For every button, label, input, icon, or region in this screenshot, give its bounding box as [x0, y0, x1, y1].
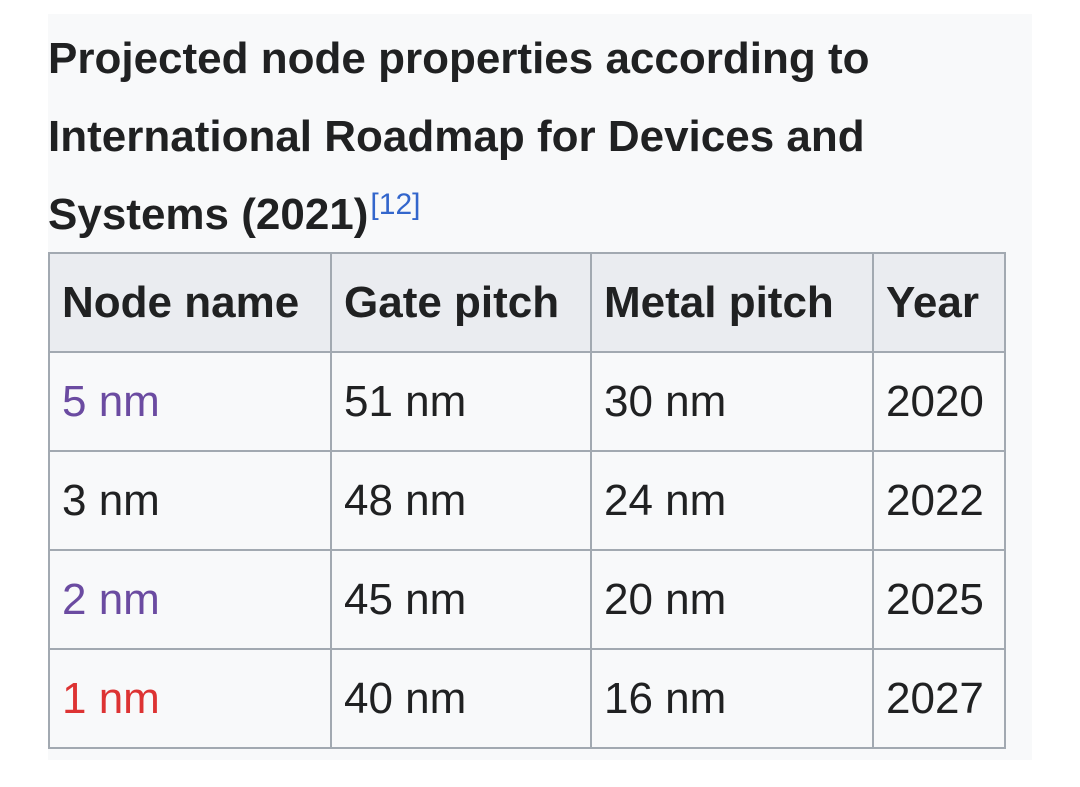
node-cell: 3 nm: [48, 450, 332, 551]
year-cell: 2022: [872, 450, 1006, 551]
node-properties-table: Node name Gate pitch Metal pitch Year 5 …: [48, 252, 1006, 749]
header-node-name: Node name: [48, 252, 332, 353]
table-caption: Projected node properties according to I…: [48, 20, 1008, 254]
node-link-1nm[interactable]: 1 nm: [62, 673, 160, 723]
gate-pitch-cell: 40 nm: [330, 648, 592, 749]
header-row: Node name Gate pitch Metal pitch Year: [48, 252, 1006, 353]
gate-pitch-cell: 51 nm: [330, 351, 592, 452]
header-year: Year: [872, 252, 1006, 353]
table-row: 3 nm 48 nm 24 nm 2022: [48, 450, 1006, 551]
metal-pitch-cell: 20 nm: [590, 549, 874, 650]
table-row: 5 nm 51 nm 30 nm 2020: [48, 351, 1006, 452]
year-cell: 2025: [872, 549, 1006, 650]
gate-pitch-cell: 48 nm: [330, 450, 592, 551]
metal-pitch-cell: 24 nm: [590, 450, 874, 551]
reference-link[interactable]: [12]: [370, 188, 421, 221]
gate-pitch-cell: 45 nm: [330, 549, 592, 650]
caption-title: Projected node properties according to I…: [48, 34, 870, 239]
table-row: 2 nm 45 nm 20 nm 2025: [48, 549, 1006, 650]
node-cell: 1 nm: [48, 648, 332, 749]
node-cell: 5 nm: [48, 351, 332, 452]
table-row: 1 nm 40 nm 16 nm 2027: [48, 648, 1006, 749]
year-cell: 2027: [872, 648, 1006, 749]
year-cell: 2020: [872, 351, 1006, 452]
node-cell: 2 nm: [48, 549, 332, 650]
header-metal-pitch: Metal pitch: [590, 252, 874, 353]
node-link-2nm[interactable]: 2 nm: [62, 574, 160, 624]
node-link-5nm[interactable]: 5 nm: [62, 376, 160, 426]
metal-pitch-cell: 30 nm: [590, 351, 874, 452]
header-gate-pitch: Gate pitch: [330, 252, 592, 353]
node-label-3nm: 3 nm: [62, 475, 160, 525]
metal-pitch-cell: 16 nm: [590, 648, 874, 749]
